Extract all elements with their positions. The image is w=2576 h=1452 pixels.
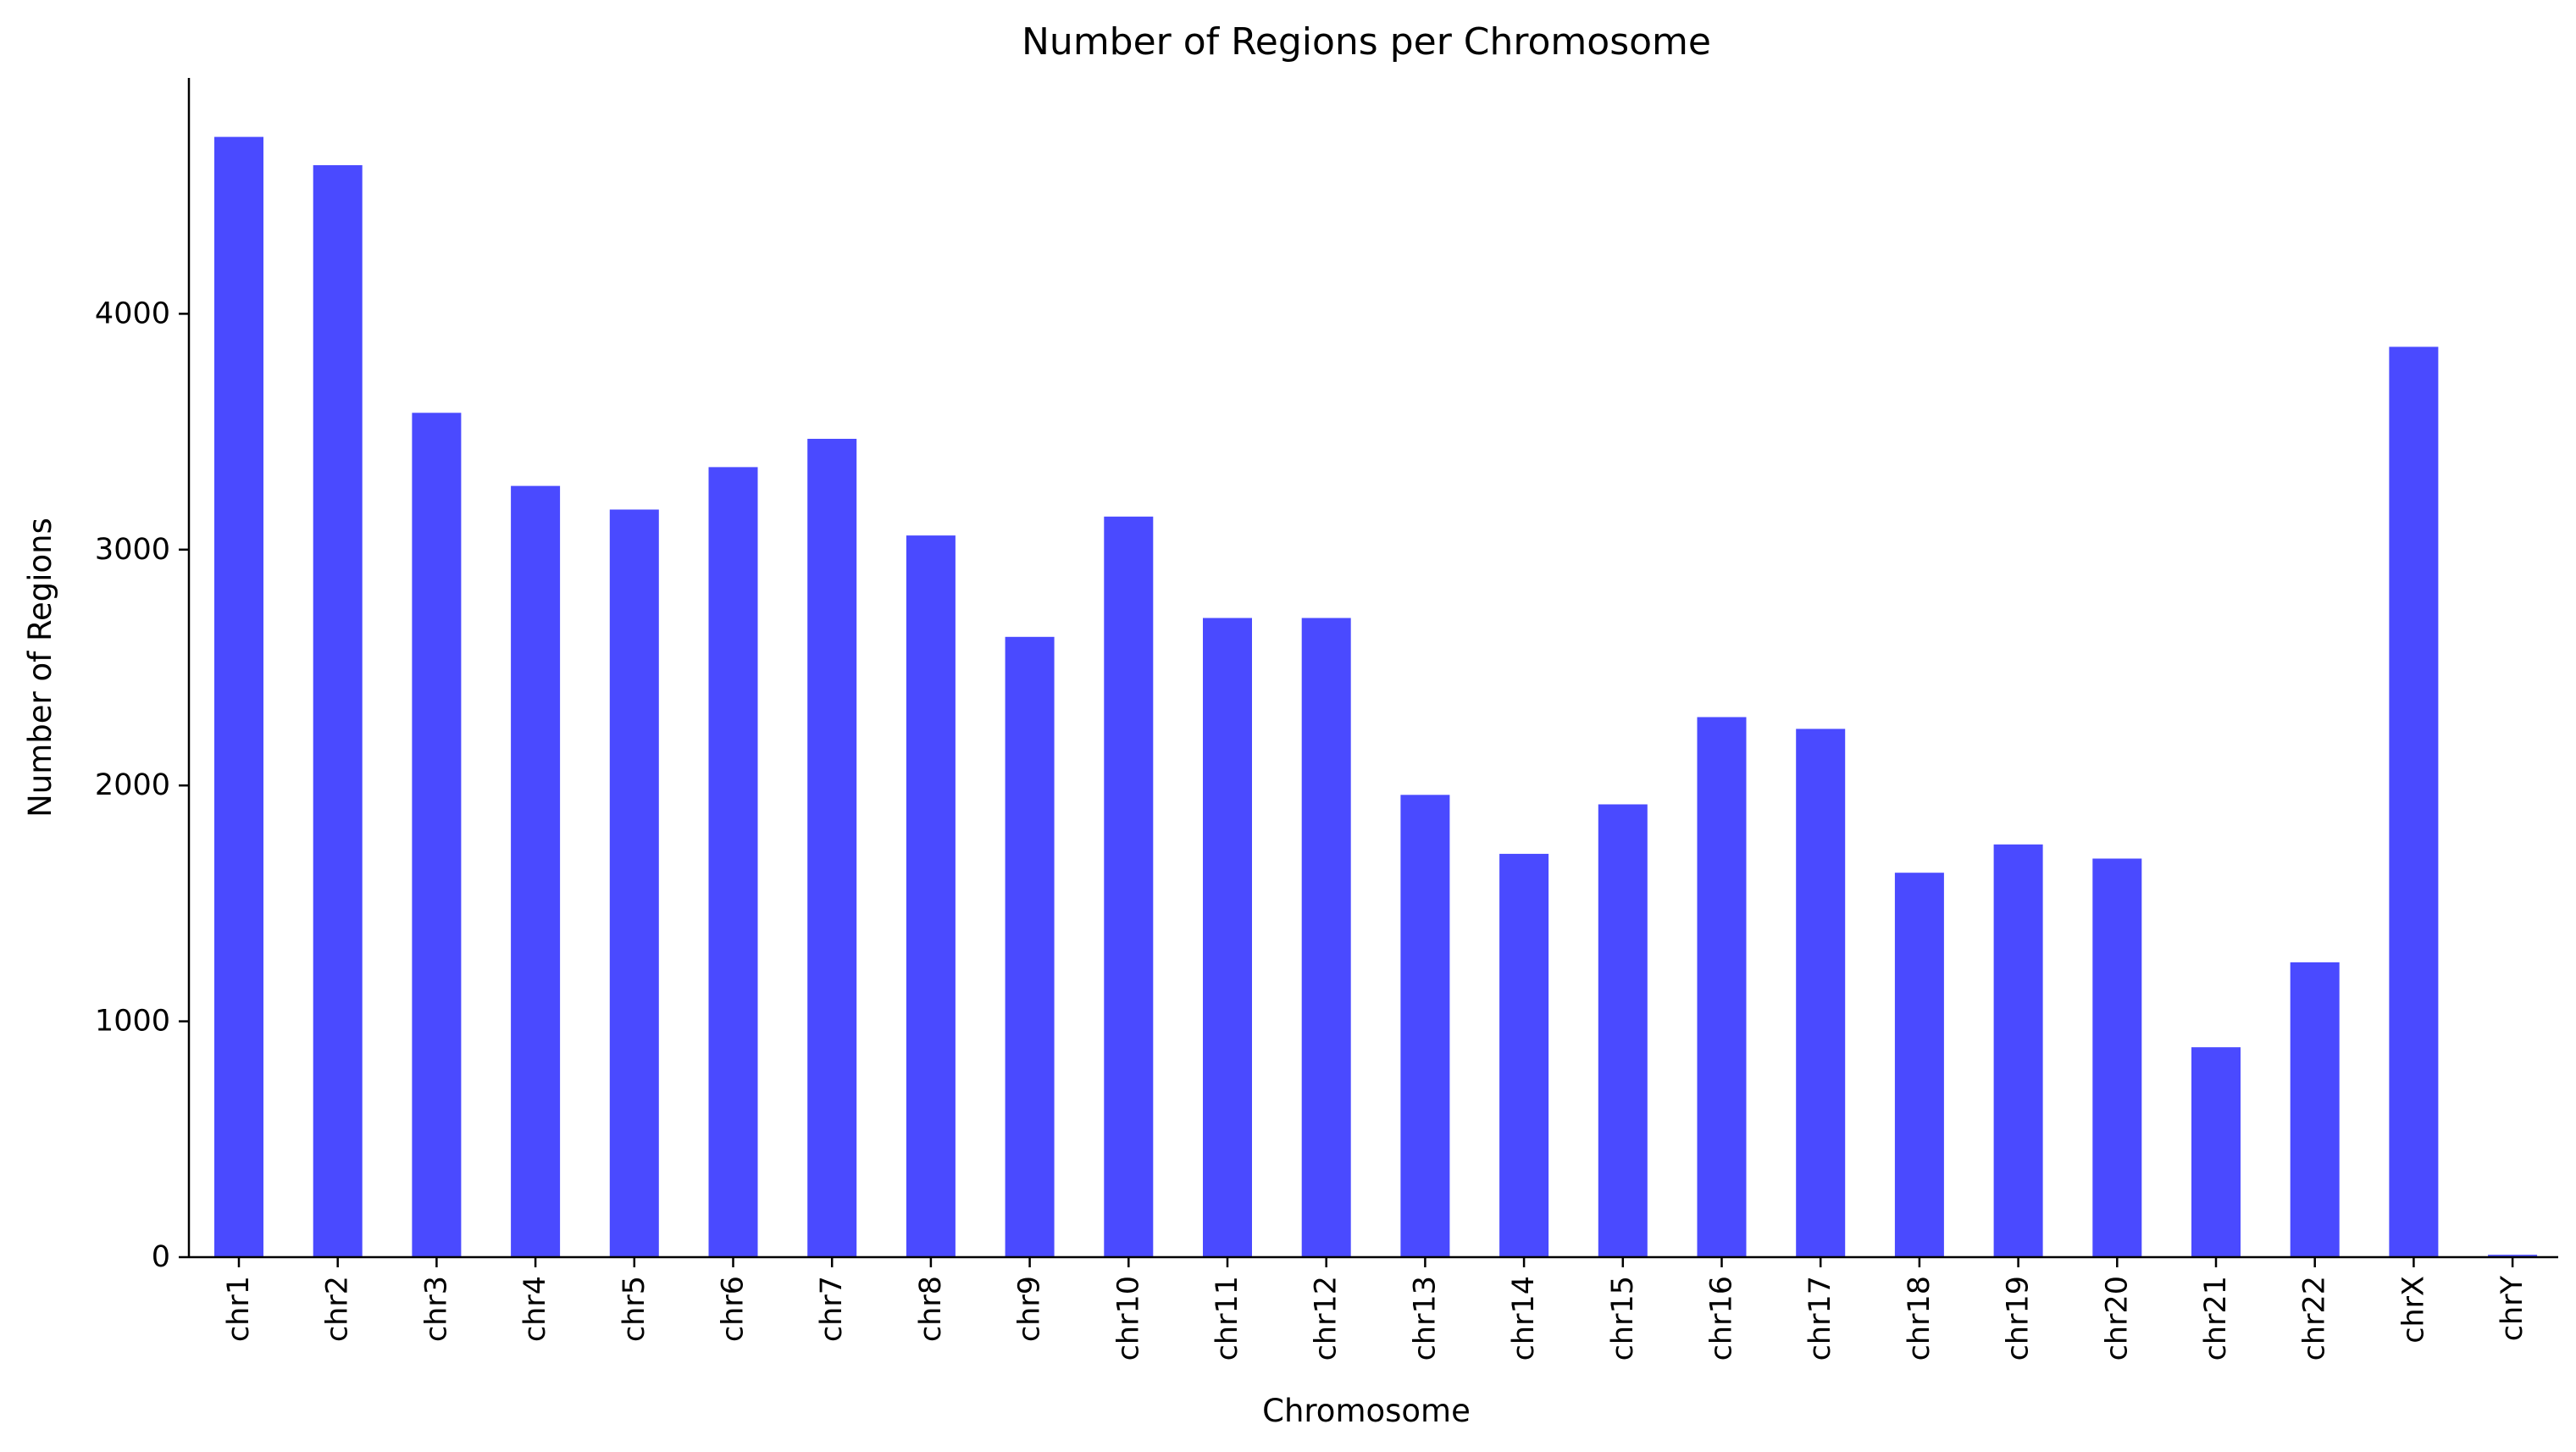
x-tick-label: chr8 xyxy=(914,1276,948,1342)
bar-chr20 xyxy=(2092,858,2142,1257)
y-axis-label: Number of Regions xyxy=(22,518,58,817)
bar-chrY xyxy=(2488,1255,2538,1257)
x-tick-label: chr17 xyxy=(1803,1276,1837,1361)
bar-chrX xyxy=(2389,346,2439,1257)
bar-chr10 xyxy=(1104,516,1154,1257)
x-axis-label: Chromosome xyxy=(1262,1393,1471,1429)
x-tick-label: chr18 xyxy=(1903,1276,1936,1361)
y-tick-label: 1000 xyxy=(95,1005,170,1039)
x-tick-label: chr16 xyxy=(1705,1276,1739,1361)
y-tick-label: 3000 xyxy=(95,533,170,567)
x-tick-label: chr20 xyxy=(2100,1276,2134,1361)
bar-chr7 xyxy=(807,439,857,1257)
bar-chr1 xyxy=(214,136,263,1258)
bar-chr14 xyxy=(1499,853,1549,1257)
x-tick-label: chr3 xyxy=(419,1276,453,1342)
bar-chr2 xyxy=(313,165,363,1257)
y-tick-label: 0 xyxy=(152,1240,170,1274)
bar-chr15 xyxy=(1598,804,1648,1257)
bar-chr8 xyxy=(906,535,956,1257)
bar-chr21 xyxy=(2191,1047,2241,1257)
x-tick-label: chr15 xyxy=(1606,1276,1640,1361)
x-tick-label: chr21 xyxy=(2199,1276,2233,1361)
bars-group xyxy=(214,136,2538,1258)
x-tick-label: chr10 xyxy=(1111,1276,1145,1361)
bar-chr18 xyxy=(1894,873,1944,1257)
x-axis-ticks: chr1 chr2 chr3 chr4 chr5 chr6 chr7 chr8 chr9 chr1… xyxy=(222,1257,2529,1361)
chart-title: Number of Regions per Chromosome xyxy=(1022,20,1711,64)
bar-chr17 xyxy=(1796,729,1846,1257)
x-tick-label: chrX xyxy=(2396,1276,2430,1344)
bar-chr16 xyxy=(1697,717,1747,1257)
x-tick-label: chr19 xyxy=(2002,1276,2036,1361)
x-tick-label: chr6 xyxy=(717,1276,751,1342)
bar-chr19 xyxy=(1993,844,2043,1257)
x-tick-label: chr7 xyxy=(815,1276,849,1342)
bar-chr12 xyxy=(1301,618,1351,1257)
x-tick-label: chr13 xyxy=(1408,1276,1442,1361)
y-tick-label: 4000 xyxy=(95,296,170,330)
bar-chr4 xyxy=(511,485,561,1257)
bar-chr11 xyxy=(1203,618,1252,1257)
x-tick-label: chr1 xyxy=(222,1276,256,1342)
x-tick-label: chr4 xyxy=(518,1276,552,1342)
x-tick-label: chr12 xyxy=(1310,1276,1343,1361)
x-tick-label: chr5 xyxy=(618,1276,651,1342)
bar-chr3 xyxy=(412,413,462,1257)
bar-chr5 xyxy=(609,509,659,1257)
bar-chr22 xyxy=(2290,962,2340,1257)
x-tick-label: chrY xyxy=(2496,1275,2529,1341)
y-tick-label: 2000 xyxy=(95,768,170,802)
x-tick-label: chr9 xyxy=(1013,1276,1047,1342)
bar-chr6 xyxy=(708,467,758,1257)
x-tick-label: chr2 xyxy=(321,1276,355,1342)
x-tick-label: chr22 xyxy=(2298,1276,2332,1361)
x-tick-label: chr14 xyxy=(1507,1276,1541,1361)
x-tick-label: chr11 xyxy=(1210,1276,1244,1361)
y-axis-ticks: 0 1000 2000 3000 4000 xyxy=(95,296,189,1274)
bar-chr13 xyxy=(1400,795,1450,1257)
bar-chr9 xyxy=(1005,636,1055,1257)
